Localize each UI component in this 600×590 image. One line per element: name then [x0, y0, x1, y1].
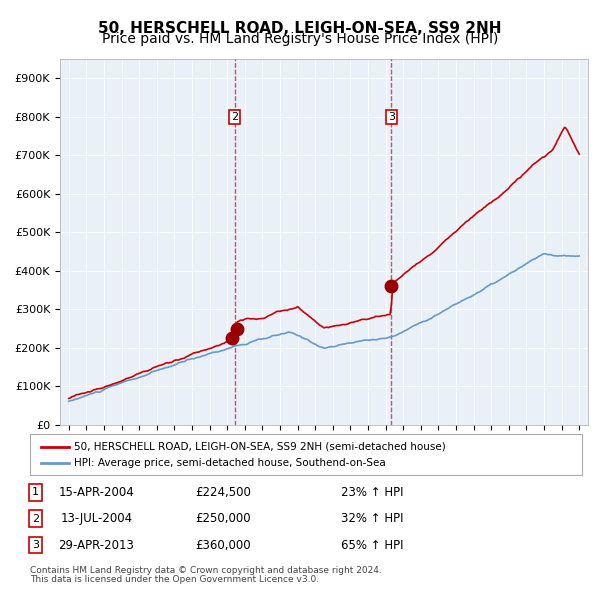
Text: 15-APR-2004: 15-APR-2004 [58, 486, 134, 499]
Text: 23% ↑ HPI: 23% ↑ HPI [341, 486, 403, 499]
Text: £224,500: £224,500 [195, 486, 251, 499]
Text: 1: 1 [32, 487, 39, 497]
Text: 32% ↑ HPI: 32% ↑ HPI [341, 512, 403, 525]
Text: 29-APR-2013: 29-APR-2013 [58, 539, 134, 552]
Text: 50, HERSCHELL ROAD, LEIGH-ON-SEA, SS9 2NH (semi-detached house): 50, HERSCHELL ROAD, LEIGH-ON-SEA, SS9 2N… [74, 442, 446, 452]
Text: This data is licensed under the Open Government Licence v3.0.: This data is licensed under the Open Gov… [30, 575, 319, 584]
Text: £250,000: £250,000 [196, 512, 251, 525]
Text: 65% ↑ HPI: 65% ↑ HPI [341, 539, 403, 552]
Text: 3: 3 [388, 112, 395, 122]
Text: 2: 2 [32, 514, 39, 524]
Text: 13-JUL-2004: 13-JUL-2004 [60, 512, 133, 525]
Text: 2: 2 [231, 112, 238, 122]
Text: Price paid vs. HM Land Registry's House Price Index (HPI): Price paid vs. HM Land Registry's House … [102, 32, 498, 47]
FancyBboxPatch shape [30, 434, 582, 475]
Text: 3: 3 [32, 540, 39, 550]
Text: HPI: Average price, semi-detached house, Southend-on-Sea: HPI: Average price, semi-detached house,… [74, 458, 386, 468]
Text: 50, HERSCHELL ROAD, LEIGH-ON-SEA, SS9 2NH: 50, HERSCHELL ROAD, LEIGH-ON-SEA, SS9 2N… [98, 21, 502, 35]
Text: £360,000: £360,000 [196, 539, 251, 552]
Text: Contains HM Land Registry data © Crown copyright and database right 2024.: Contains HM Land Registry data © Crown c… [30, 566, 382, 575]
